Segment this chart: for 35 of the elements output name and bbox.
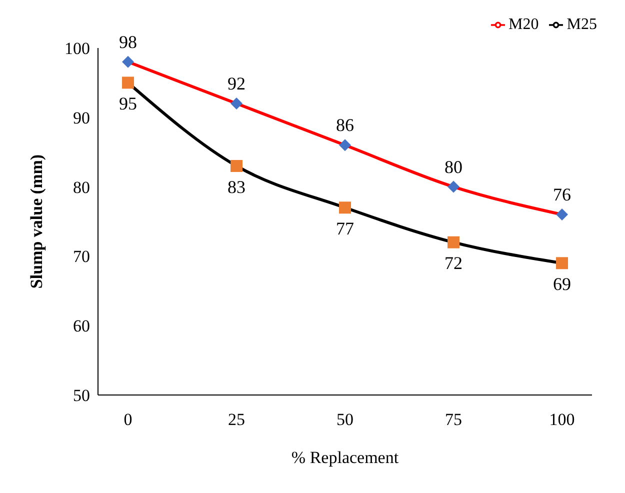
y-tick-label: 50 [73,386,90,406]
point [448,180,460,193]
x-tick-label: 0 [124,410,132,430]
y-tick-label: 100 [64,39,90,58]
data-label: 69 [553,274,571,294]
y-axis-title: Slump value (mm) [27,154,46,289]
data-label: 86 [336,115,354,136]
point [230,160,242,172]
legend-label: M20 [508,16,539,33]
y-tick-label: 70 [73,247,90,266]
y-tick-label: 60 [73,316,90,336]
data-label: 98 [119,32,137,52]
point [230,98,242,110]
point [448,236,460,248]
point [556,208,568,221]
x-tick-label: 50 [336,410,354,430]
point [339,202,351,214]
point [556,257,568,270]
data-label: 77 [336,218,354,238]
data-label: 83 [228,176,246,197]
y-tick-label: 80 [73,178,90,197]
data-label: 72 [444,253,462,274]
x-tick-label: 75 [445,410,462,430]
data-label: 92 [228,74,246,94]
data-label: 80 [444,156,462,177]
x-tick-label: 100 [549,410,575,430]
x-axis-title: % Replacement [291,448,399,467]
x-tick-label: 25 [228,410,245,430]
data-label: 95 [119,93,137,114]
data-label: 76 [553,184,571,205]
point [339,139,351,152]
point [122,76,134,89]
point [122,56,134,68]
y-tick-label: 90 [73,108,90,128]
legend-label: M25 [566,16,597,33]
